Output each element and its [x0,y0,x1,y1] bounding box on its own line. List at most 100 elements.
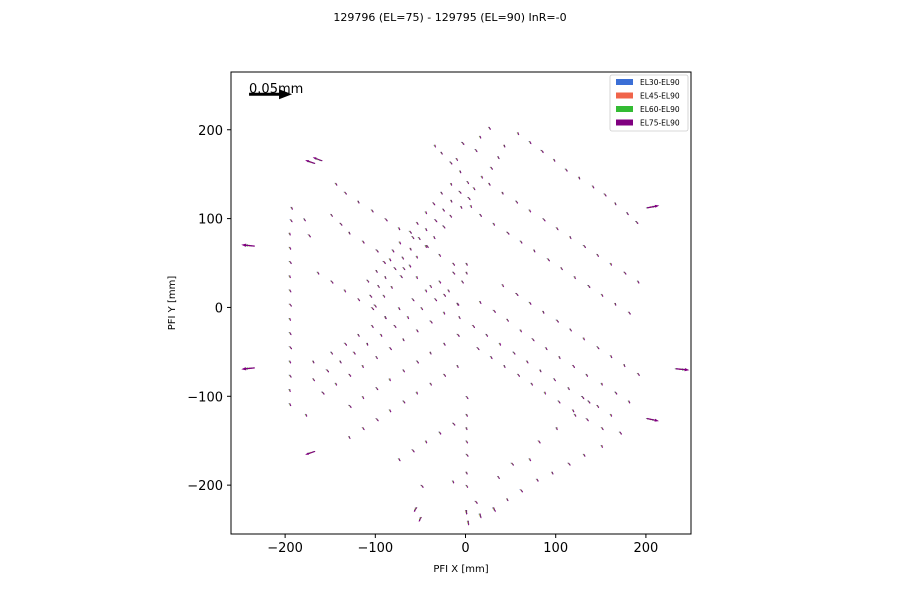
displacement-arrow [331,214,333,217]
displacement-arrow [475,500,478,504]
displacement-arrow [544,391,547,395]
displacement-arrow [479,301,482,305]
displacement-arrow [441,191,443,195]
displacement-arrow [403,369,406,373]
displacement-arrow [425,228,428,232]
displacement-arrow [541,150,544,154]
displacement-arrow [516,293,519,297]
displacement-arrow [344,342,347,346]
displacement-arrow [597,254,600,257]
displacement-arrow [459,170,462,174]
displacement-arrow [529,458,532,462]
displacement-arrow [516,200,519,204]
displacement-arrow [517,132,520,136]
displacement-arrow [349,436,351,440]
displacement-arrow [468,197,471,201]
displacement-arrow [466,471,468,475]
displacement-arrow [466,271,468,275]
displacement-arrow [389,378,392,382]
displacement-arrow [403,400,406,404]
displacement-arrow [619,431,622,435]
displacement-arrow [502,284,505,288]
quiver-key: 0.05mm [249,82,303,100]
displacement-arrow [389,347,392,351]
displacement-arrow [490,356,493,360]
displacement-arrow [647,417,659,422]
displacement-arrow [289,289,292,293]
displacement-arrow [556,319,559,323]
displacement-arrow [400,275,403,279]
displacement-arrow [540,369,542,373]
displacement-arrow [477,347,480,351]
displacement-arrow [344,289,347,293]
displacement-arrow [389,409,392,413]
displacement-arrow [349,231,351,235]
displacement-arrow [289,232,291,236]
displacement-arrow [289,275,292,279]
displacement-arrow [376,356,378,360]
displacement-arrow [413,507,418,513]
displacement-arrow [568,462,571,466]
displacement-arrow [498,476,500,480]
displacement-arrow [416,329,419,333]
displacement-arrow [531,382,534,386]
displacement-arrow [588,400,591,404]
displacement-arrow [552,471,554,475]
displacement-arrow [466,396,469,400]
y-axis-label: PFI Y [mm] [167,276,178,331]
displacement-arrow [376,270,378,273]
plot-frame [230,71,692,535]
displacement-arrow [529,302,532,305]
displacement-arrow [416,255,419,259]
displacement-arrow [466,414,469,417]
displacement-arrow [572,409,575,413]
displacement-arrow [614,303,617,306]
displacement-arrow [289,403,292,407]
scale-arrow [249,89,293,100]
displacement-arrow [578,176,581,180]
displacement-arrow [430,382,433,386]
displacement-arrow [362,240,365,244]
displacement-arrow [434,219,438,223]
displacement-arrow [369,294,373,298]
displacement-arrow [581,396,585,400]
displacement-arrow [473,187,476,191]
scale-label: 0.05mm [249,82,303,97]
displacement-arrow [443,293,446,297]
displacement-arrow [568,387,570,391]
displacement-arrow [565,168,568,172]
displacement-arrow [545,347,548,351]
legend-swatch [616,119,633,126]
displacement-arrow [493,222,496,226]
displacement-arrow [433,236,436,240]
displacement-arrow [380,334,383,337]
displacement-arrow [418,516,422,522]
displacement-arrow [511,462,514,466]
displacement-arrow [289,318,292,321]
x-tick-label: 200 [633,541,658,556]
y-tick-label: 0 [215,301,223,316]
displacement-arrow [391,286,394,289]
displacement-arrow [532,338,535,342]
displacement-arrow [376,418,379,422]
displacement-arrow [443,342,446,346]
displacement-arrow [425,245,428,249]
displacement-arrow [592,185,595,189]
displacement-arrow [466,262,468,266]
displacement-arrow [326,369,329,373]
displacement-arrow [572,365,575,369]
displacement-arrow [497,156,500,160]
x-tick-label: −100 [357,541,393,556]
displacement-arrow [425,440,428,444]
x-tick-label: 100 [543,541,568,556]
displacement-arrow [331,351,334,355]
displacement-arrow [383,261,386,265]
displacement-arrow [529,209,532,213]
displacement-arrow [349,405,352,409]
displacement-arrow [481,175,484,179]
displacement-arrow [615,391,618,395]
displacement-arrow [570,236,572,240]
displacement-arrow [385,316,387,320]
displacement-arrow [371,209,374,213]
displacement-arrow [465,510,468,515]
